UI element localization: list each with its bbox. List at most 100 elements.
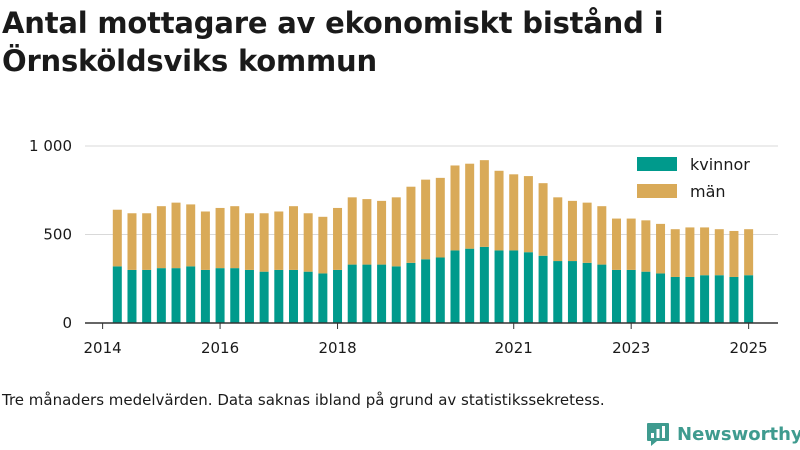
bar-kvinnor — [465, 248, 475, 323]
bar-kvinnor — [318, 273, 328, 323]
y-tick-label: 1 000 — [29, 137, 72, 155]
bar-man — [274, 211, 284, 270]
bar-man — [465, 163, 475, 249]
bar-man — [347, 197, 357, 265]
brand-logo: Newsworthy — [645, 418, 800, 450]
bar-kvinnor — [377, 264, 387, 323]
bar-kvinnor — [494, 250, 504, 323]
bar-kvinnor — [744, 275, 754, 323]
bar-man — [244, 213, 254, 270]
bar-kvinnor — [421, 259, 431, 323]
bar-kvinnor — [582, 262, 592, 323]
bar-kvinnor — [215, 268, 225, 323]
bar-man — [171, 202, 181, 269]
bar-kvinnor — [391, 266, 401, 323]
bar-man — [494, 170, 504, 251]
bar-kvinnor — [142, 269, 152, 323]
chart-logo-icon — [647, 423, 669, 446]
bar-kvinnor — [259, 271, 269, 323]
bar-man — [435, 177, 445, 258]
bar-kvinnor — [479, 246, 489, 323]
bar-kvinnor — [641, 271, 651, 323]
bar-man — [303, 213, 313, 272]
bar-man — [714, 229, 724, 276]
bar-man — [626, 218, 636, 270]
bar-man — [700, 227, 710, 276]
bar-kvinnor — [538, 255, 548, 323]
y-tick-label: 500 — [43, 226, 72, 244]
x-tick-label: 2018 — [318, 339, 356, 357]
bar-kvinnor — [509, 250, 519, 323]
bar-man — [641, 220, 651, 272]
bar-man — [230, 206, 240, 269]
bar-man — [259, 213, 269, 272]
bar-kvinnor — [611, 269, 621, 323]
bar-kvinnor — [156, 268, 166, 323]
x-tick-label: 2023 — [612, 339, 650, 357]
bar-man — [729, 230, 739, 277]
y-tick-label: 0 — [62, 314, 72, 332]
footnote: Tre månaders medelvärden. Data saknas ib… — [2, 391, 605, 409]
legend-label: män — [690, 182, 726, 201]
bar-kvinnor — [333, 269, 343, 323]
bar-man — [406, 186, 416, 263]
bar-man — [391, 197, 401, 267]
legend: kvinnor män — [637, 155, 750, 201]
bar-man — [553, 197, 563, 262]
bar-kvinnor — [597, 264, 607, 323]
bar-kvinnor — [553, 261, 563, 323]
bar-man — [450, 165, 460, 251]
x-tick-label: 2016 — [201, 339, 239, 357]
bar-kvinnor — [435, 257, 445, 323]
bar-kvinnor — [186, 266, 196, 323]
bar-man — [479, 160, 489, 247]
bar-man — [523, 176, 533, 253]
bar-man — [112, 209, 122, 267]
bar-kvinnor — [127, 269, 137, 323]
bar-man — [567, 200, 577, 262]
bar-man — [421, 179, 431, 260]
bar-kvinnor — [729, 276, 739, 323]
bar-kvinnor — [171, 268, 181, 323]
bar-man — [215, 207, 225, 269]
bar-man — [582, 202, 592, 263]
bar-kvinnor — [700, 275, 710, 323]
legend-label: kvinnor — [690, 155, 750, 174]
bar-kvinnor — [450, 250, 460, 323]
bar-kvinnor — [244, 269, 254, 323]
bar-man — [288, 206, 298, 270]
bar-man — [744, 229, 754, 276]
bar-kvinnor — [362, 264, 372, 323]
x-tick-label: 2014 — [84, 339, 122, 357]
bar-man — [670, 229, 680, 277]
bar-kvinnor — [670, 276, 680, 323]
bar-man — [142, 213, 152, 270]
bars — [112, 160, 754, 323]
bar-man — [538, 183, 548, 256]
bar-kvinnor — [230, 268, 240, 323]
brand-name: Newsworthy — [677, 423, 800, 445]
legend-swatch — [637, 157, 677, 171]
bar-kvinnor — [626, 269, 636, 323]
bar-kvinnor — [288, 269, 298, 323]
bar-man — [156, 206, 166, 269]
bar-kvinnor — [347, 264, 357, 323]
bar-man — [597, 206, 607, 265]
x-tick-label: 2021 — [495, 339, 533, 357]
bar-kvinnor — [303, 271, 313, 323]
x-tick-label: 2025 — [730, 339, 768, 357]
bar-man — [362, 199, 372, 265]
bar-kvinnor — [200, 269, 210, 323]
bar-kvinnor — [523, 252, 533, 323]
bar-kvinnor — [406, 262, 416, 323]
bar-man — [127, 213, 137, 270]
bar-man — [685, 227, 695, 277]
legend-swatch — [637, 184, 677, 198]
bar-man — [318, 216, 328, 274]
bar-kvinnor — [274, 269, 284, 323]
chart-title: Antal mottagare av ekonomiskt bistånd i … — [2, 6, 664, 78]
bar-man — [333, 207, 343, 270]
bar-man — [611, 218, 621, 270]
bar-man — [377, 200, 387, 265]
